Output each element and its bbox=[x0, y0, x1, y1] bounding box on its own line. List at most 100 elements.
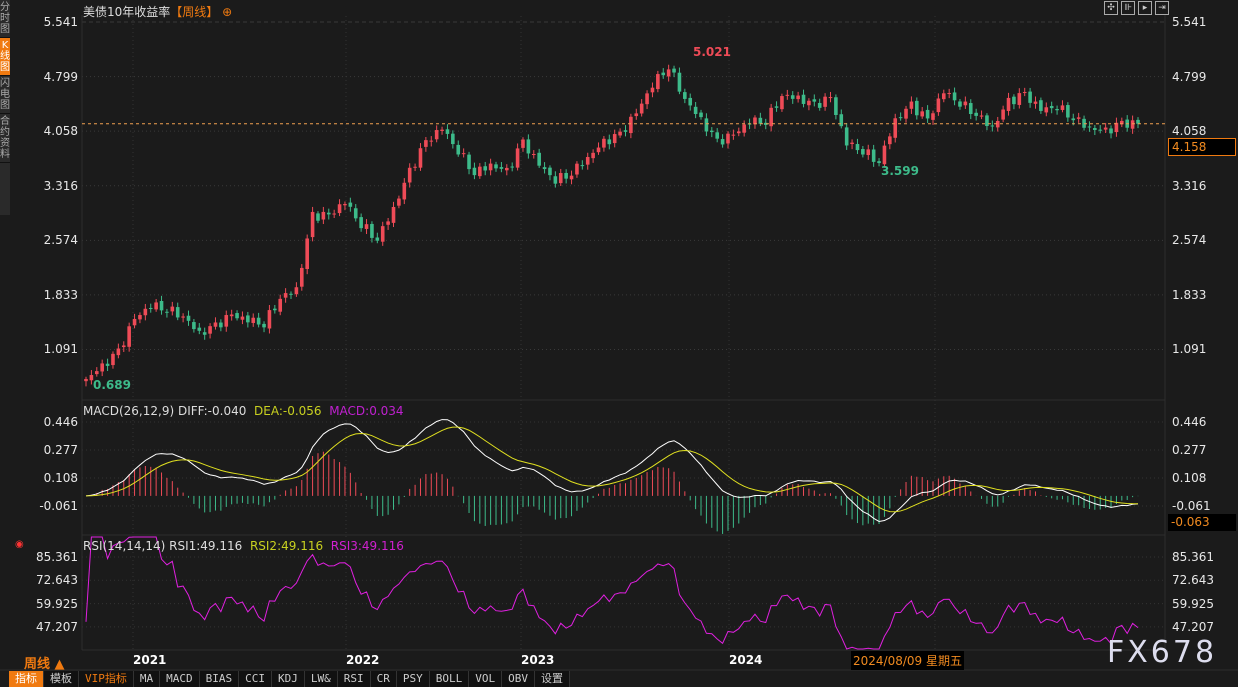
candle-body bbox=[591, 152, 595, 159]
candle-body bbox=[1136, 119, 1140, 124]
candle-body bbox=[1114, 122, 1119, 133]
candle-body bbox=[434, 130, 439, 140]
macd-label: MACD(26,12,9) bbox=[83, 404, 175, 418]
sidebar: 分时图 K线图 闪电图 合约资料 bbox=[0, 0, 10, 215]
candle-body bbox=[246, 315, 250, 323]
candle-body bbox=[1012, 96, 1016, 105]
macd-tick-right: 0.446 bbox=[1172, 415, 1207, 429]
candle-body bbox=[731, 134, 736, 136]
candle-body bbox=[871, 149, 876, 162]
watermark-logo: FX678 bbox=[1107, 635, 1218, 670]
tab-kline[interactable]: K线图 bbox=[0, 38, 10, 76]
price-tick-left: 2.574 bbox=[43, 233, 78, 248]
candle-body bbox=[429, 140, 434, 142]
low-annotation: 0.689 bbox=[93, 378, 131, 392]
price-tick-left: 5.541 bbox=[43, 15, 78, 29]
tab-timeshare[interactable]: 分时图 bbox=[0, 0, 10, 38]
price-tick-left: 3.316 bbox=[43, 178, 78, 193]
candle-body bbox=[94, 371, 99, 375]
candle-body bbox=[391, 206, 396, 223]
candle-body bbox=[941, 93, 946, 100]
tab-indicators[interactable]: 指标 bbox=[9, 671, 44, 687]
tab-flash[interactable]: 闪电图 bbox=[0, 76, 10, 114]
candle-body bbox=[127, 326, 131, 347]
candle-body bbox=[1087, 126, 1092, 128]
candle-body bbox=[413, 166, 417, 168]
candle-body bbox=[839, 114, 844, 127]
tab-psy[interactable]: PSY bbox=[397, 671, 430, 687]
candle-body bbox=[936, 98, 941, 113]
scroll-right-icon[interactable]: ⇥ bbox=[1155, 1, 1169, 15]
tab-kdj[interactable]: KDJ bbox=[272, 671, 305, 687]
tab-settings[interactable]: 设置 bbox=[535, 671, 570, 687]
crosshair-icon[interactable]: ✣ bbox=[1104, 1, 1118, 15]
candle-body bbox=[990, 125, 995, 127]
add-icon[interactable]: ⊕ bbox=[222, 5, 233, 19]
candle-body bbox=[542, 167, 547, 170]
candle-body bbox=[192, 322, 196, 330]
candle-body bbox=[181, 316, 185, 318]
candle-body bbox=[661, 72, 666, 76]
candle-body bbox=[84, 378, 88, 382]
candle-body bbox=[920, 111, 925, 117]
tab-cci[interactable]: CCI bbox=[239, 671, 272, 687]
candle-body bbox=[963, 101, 968, 106]
candle-body bbox=[844, 127, 849, 146]
macd-tick-right: 0.108 bbox=[1172, 471, 1207, 485]
candle-body bbox=[494, 164, 498, 169]
zoom-in-icon[interactable]: ⊪ bbox=[1121, 1, 1135, 15]
macd-tick-right: -0.061 bbox=[1172, 499, 1211, 513]
tab-templates[interactable]: 模板 bbox=[44, 671, 79, 687]
candle-body bbox=[267, 310, 272, 329]
rsi2-value: RSI2:49.116 bbox=[249, 539, 324, 553]
macd-tick-left: 0.277 bbox=[43, 443, 78, 457]
tab-rsi[interactable]: RSI bbox=[338, 671, 371, 687]
rsi3-value: RSI3:49.116 bbox=[330, 539, 404, 553]
macd-tick-left: 0.108 bbox=[43, 471, 78, 485]
price-tick-right: 2.574 bbox=[1172, 233, 1207, 248]
candle-body bbox=[666, 69, 671, 77]
candle-body bbox=[828, 97, 833, 99]
macd-dea-line bbox=[85, 426, 1139, 513]
candle-body bbox=[370, 223, 374, 238]
chart-title: 美债10年收益率【周线】 ⊕ bbox=[83, 3, 232, 20]
candle-body bbox=[1076, 117, 1081, 119]
candle-body bbox=[256, 317, 261, 325]
tab-cr[interactable]: CR bbox=[371, 671, 397, 687]
tab-vol[interactable]: VOL bbox=[469, 671, 503, 687]
toolbar: ✣ ⊪ ▸ ⇥ bbox=[1104, 1, 1169, 15]
candle-body bbox=[283, 293, 288, 298]
candle-body bbox=[515, 148, 520, 168]
candle-body bbox=[677, 72, 682, 92]
tab-lw[interactable]: LW& bbox=[305, 671, 338, 687]
tab-obv[interactable]: OBV bbox=[502, 671, 535, 687]
candle-body bbox=[801, 94, 806, 104]
price-tick-right: 4.799 bbox=[1172, 69, 1207, 84]
candle-body bbox=[726, 133, 730, 144]
candle-body bbox=[213, 322, 218, 327]
tab-macd[interactable]: MACD bbox=[160, 671, 200, 687]
candle-body bbox=[893, 118, 898, 138]
tab-vip[interactable]: VIP指标 bbox=[79, 671, 134, 687]
candle-body bbox=[1022, 92, 1027, 94]
candle-body bbox=[915, 100, 919, 116]
candle-body bbox=[521, 139, 525, 148]
period-selector[interactable]: 周线 ▲ bbox=[24, 657, 65, 672]
rsi-settings-icon[interactable]: ◉ bbox=[15, 539, 24, 550]
tab-contract-info[interactable]: 合约资料 bbox=[0, 114, 10, 163]
candle-body bbox=[774, 106, 779, 108]
candle-body bbox=[440, 129, 444, 131]
candle-body bbox=[472, 167, 477, 176]
tab-bias[interactable]: BIAS bbox=[200, 671, 240, 687]
candle-body bbox=[1103, 127, 1108, 130]
macd-legend: MACD(26,12,9) DIFF:-0.040 DEA:-0.056 MAC… bbox=[83, 404, 404, 418]
candle-body bbox=[262, 323, 266, 328]
zoom-out-icon[interactable]: ▸ bbox=[1138, 1, 1152, 15]
tab-ma[interactable]: MA bbox=[134, 671, 161, 687]
tab-boll[interactable]: BOLL bbox=[430, 671, 470, 687]
rsi-legend: RSI(14,14,14) RSI1:49.116 RSI2:49.116 RS… bbox=[83, 539, 404, 553]
candle-body bbox=[569, 175, 574, 180]
candle-body bbox=[100, 363, 104, 372]
candle-body bbox=[170, 306, 175, 312]
